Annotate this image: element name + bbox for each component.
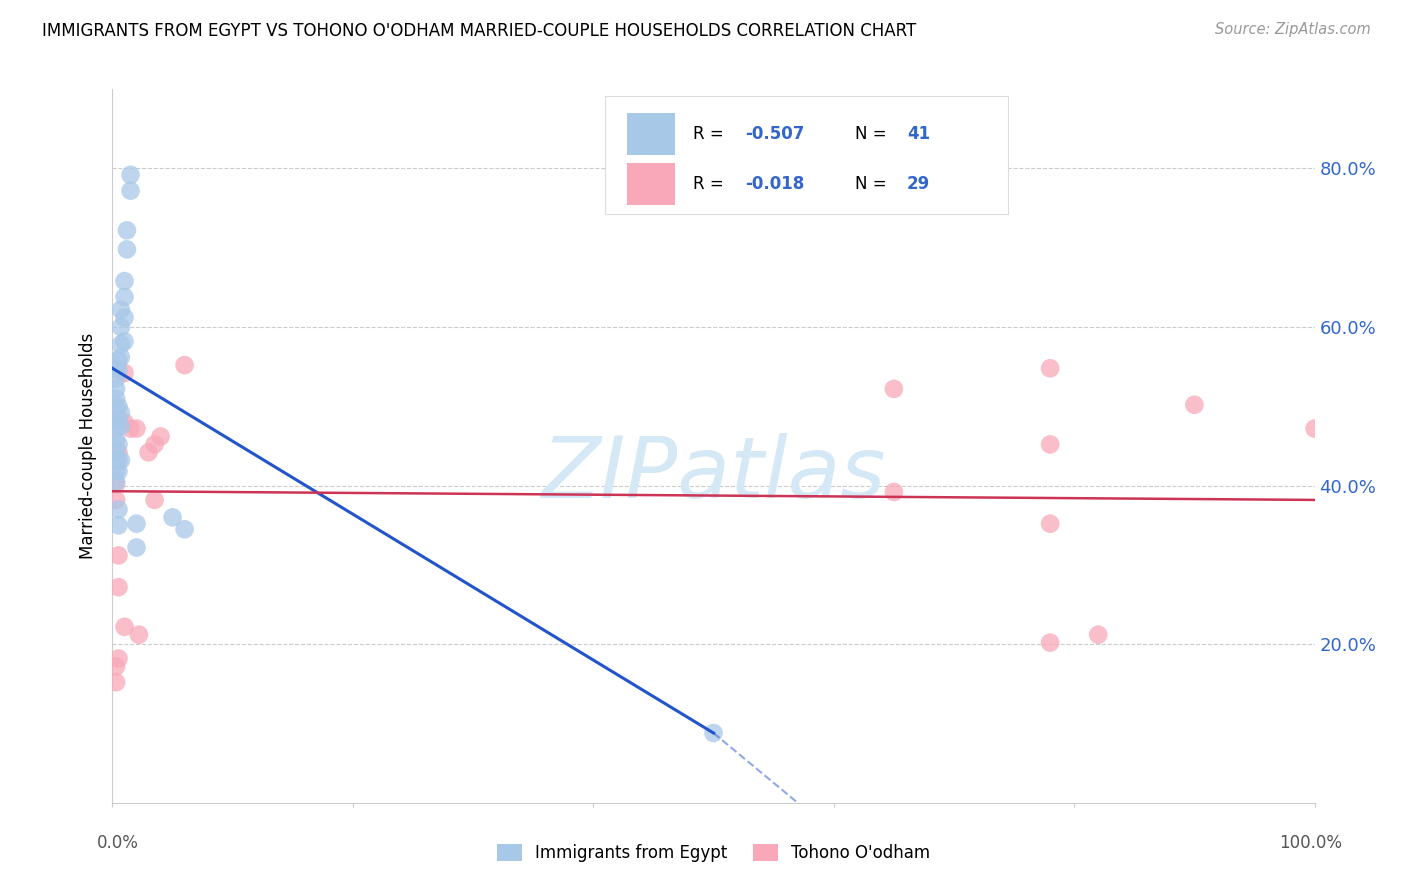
Point xyxy=(1303,421,1326,435)
Point xyxy=(120,168,142,182)
Point xyxy=(1184,398,1206,412)
Text: IMMIGRANTS FROM EGYPT VS TOHONO O'ODHAM MARRIED-COUPLE HOUSEHOLDS CORRELATION CH: IMMIGRANTS FROM EGYPT VS TOHONO O'ODHAM … xyxy=(42,22,917,40)
Point xyxy=(143,492,166,507)
Point xyxy=(173,358,195,372)
Point xyxy=(105,453,128,467)
Text: N =: N = xyxy=(855,125,893,143)
Point xyxy=(107,549,129,563)
Text: 41: 41 xyxy=(907,125,931,143)
Point xyxy=(107,437,129,451)
Point xyxy=(125,541,148,555)
Point xyxy=(114,334,136,349)
Point xyxy=(114,290,136,304)
Point xyxy=(107,353,129,368)
Point xyxy=(105,492,128,507)
Y-axis label: Married-couple Households: Married-couple Households xyxy=(79,333,97,559)
Point xyxy=(110,302,132,317)
Point xyxy=(115,243,138,257)
Point xyxy=(105,401,128,415)
Text: -0.507: -0.507 xyxy=(745,125,804,143)
Point xyxy=(105,392,128,406)
Text: R =: R = xyxy=(693,125,730,143)
Point xyxy=(173,522,195,536)
Point xyxy=(107,364,129,378)
Text: N =: N = xyxy=(855,175,893,193)
Point xyxy=(114,366,136,380)
Point xyxy=(107,502,129,516)
Point xyxy=(105,411,128,425)
Text: -0.018: -0.018 xyxy=(745,175,804,193)
Point xyxy=(162,510,184,524)
Point xyxy=(105,464,128,478)
Point xyxy=(107,580,129,594)
Point xyxy=(125,421,148,435)
Text: ZIPatlas: ZIPatlas xyxy=(541,433,886,516)
Point xyxy=(105,371,128,385)
Point xyxy=(105,475,128,489)
Point xyxy=(883,485,905,500)
Point xyxy=(107,414,129,428)
Point xyxy=(107,651,129,665)
Point xyxy=(114,310,136,325)
Point xyxy=(107,445,129,459)
Point xyxy=(125,516,148,531)
Point xyxy=(105,659,128,673)
Text: R =: R = xyxy=(693,175,730,193)
Point xyxy=(110,337,132,351)
Point xyxy=(115,223,138,237)
Point xyxy=(105,675,128,690)
Point xyxy=(110,453,132,467)
Point xyxy=(1087,628,1109,642)
Point xyxy=(105,442,128,457)
FancyBboxPatch shape xyxy=(627,113,675,155)
Point xyxy=(105,361,128,376)
FancyBboxPatch shape xyxy=(606,96,1008,214)
Point xyxy=(702,726,725,740)
Point xyxy=(107,518,129,533)
Point xyxy=(1039,516,1062,531)
Point xyxy=(143,437,166,451)
Point xyxy=(107,400,129,414)
Point xyxy=(110,406,132,420)
Point xyxy=(120,184,142,198)
Text: 100.0%: 100.0% xyxy=(1279,834,1341,852)
Point xyxy=(105,421,128,435)
Point xyxy=(105,477,128,491)
Point xyxy=(883,382,905,396)
Point xyxy=(114,620,136,634)
Point xyxy=(105,433,128,447)
Point xyxy=(110,350,132,364)
Legend: Immigrants from Egypt, Tohono O'odham: Immigrants from Egypt, Tohono O'odham xyxy=(498,844,929,863)
Point xyxy=(149,429,172,443)
Point xyxy=(105,382,128,396)
Point xyxy=(110,320,132,334)
Point xyxy=(107,464,129,478)
Point xyxy=(107,453,129,467)
Point xyxy=(114,274,136,288)
Text: Source: ZipAtlas.com: Source: ZipAtlas.com xyxy=(1215,22,1371,37)
Point xyxy=(1039,361,1062,376)
Point xyxy=(110,419,132,434)
Point xyxy=(128,628,150,642)
Text: 0.0%: 0.0% xyxy=(97,834,139,852)
Point xyxy=(120,421,142,435)
Point xyxy=(1039,437,1062,451)
Point xyxy=(114,415,136,429)
Point xyxy=(138,445,160,459)
Point xyxy=(1039,635,1062,649)
Text: 29: 29 xyxy=(907,175,931,193)
Point xyxy=(107,414,129,428)
FancyBboxPatch shape xyxy=(627,163,675,205)
